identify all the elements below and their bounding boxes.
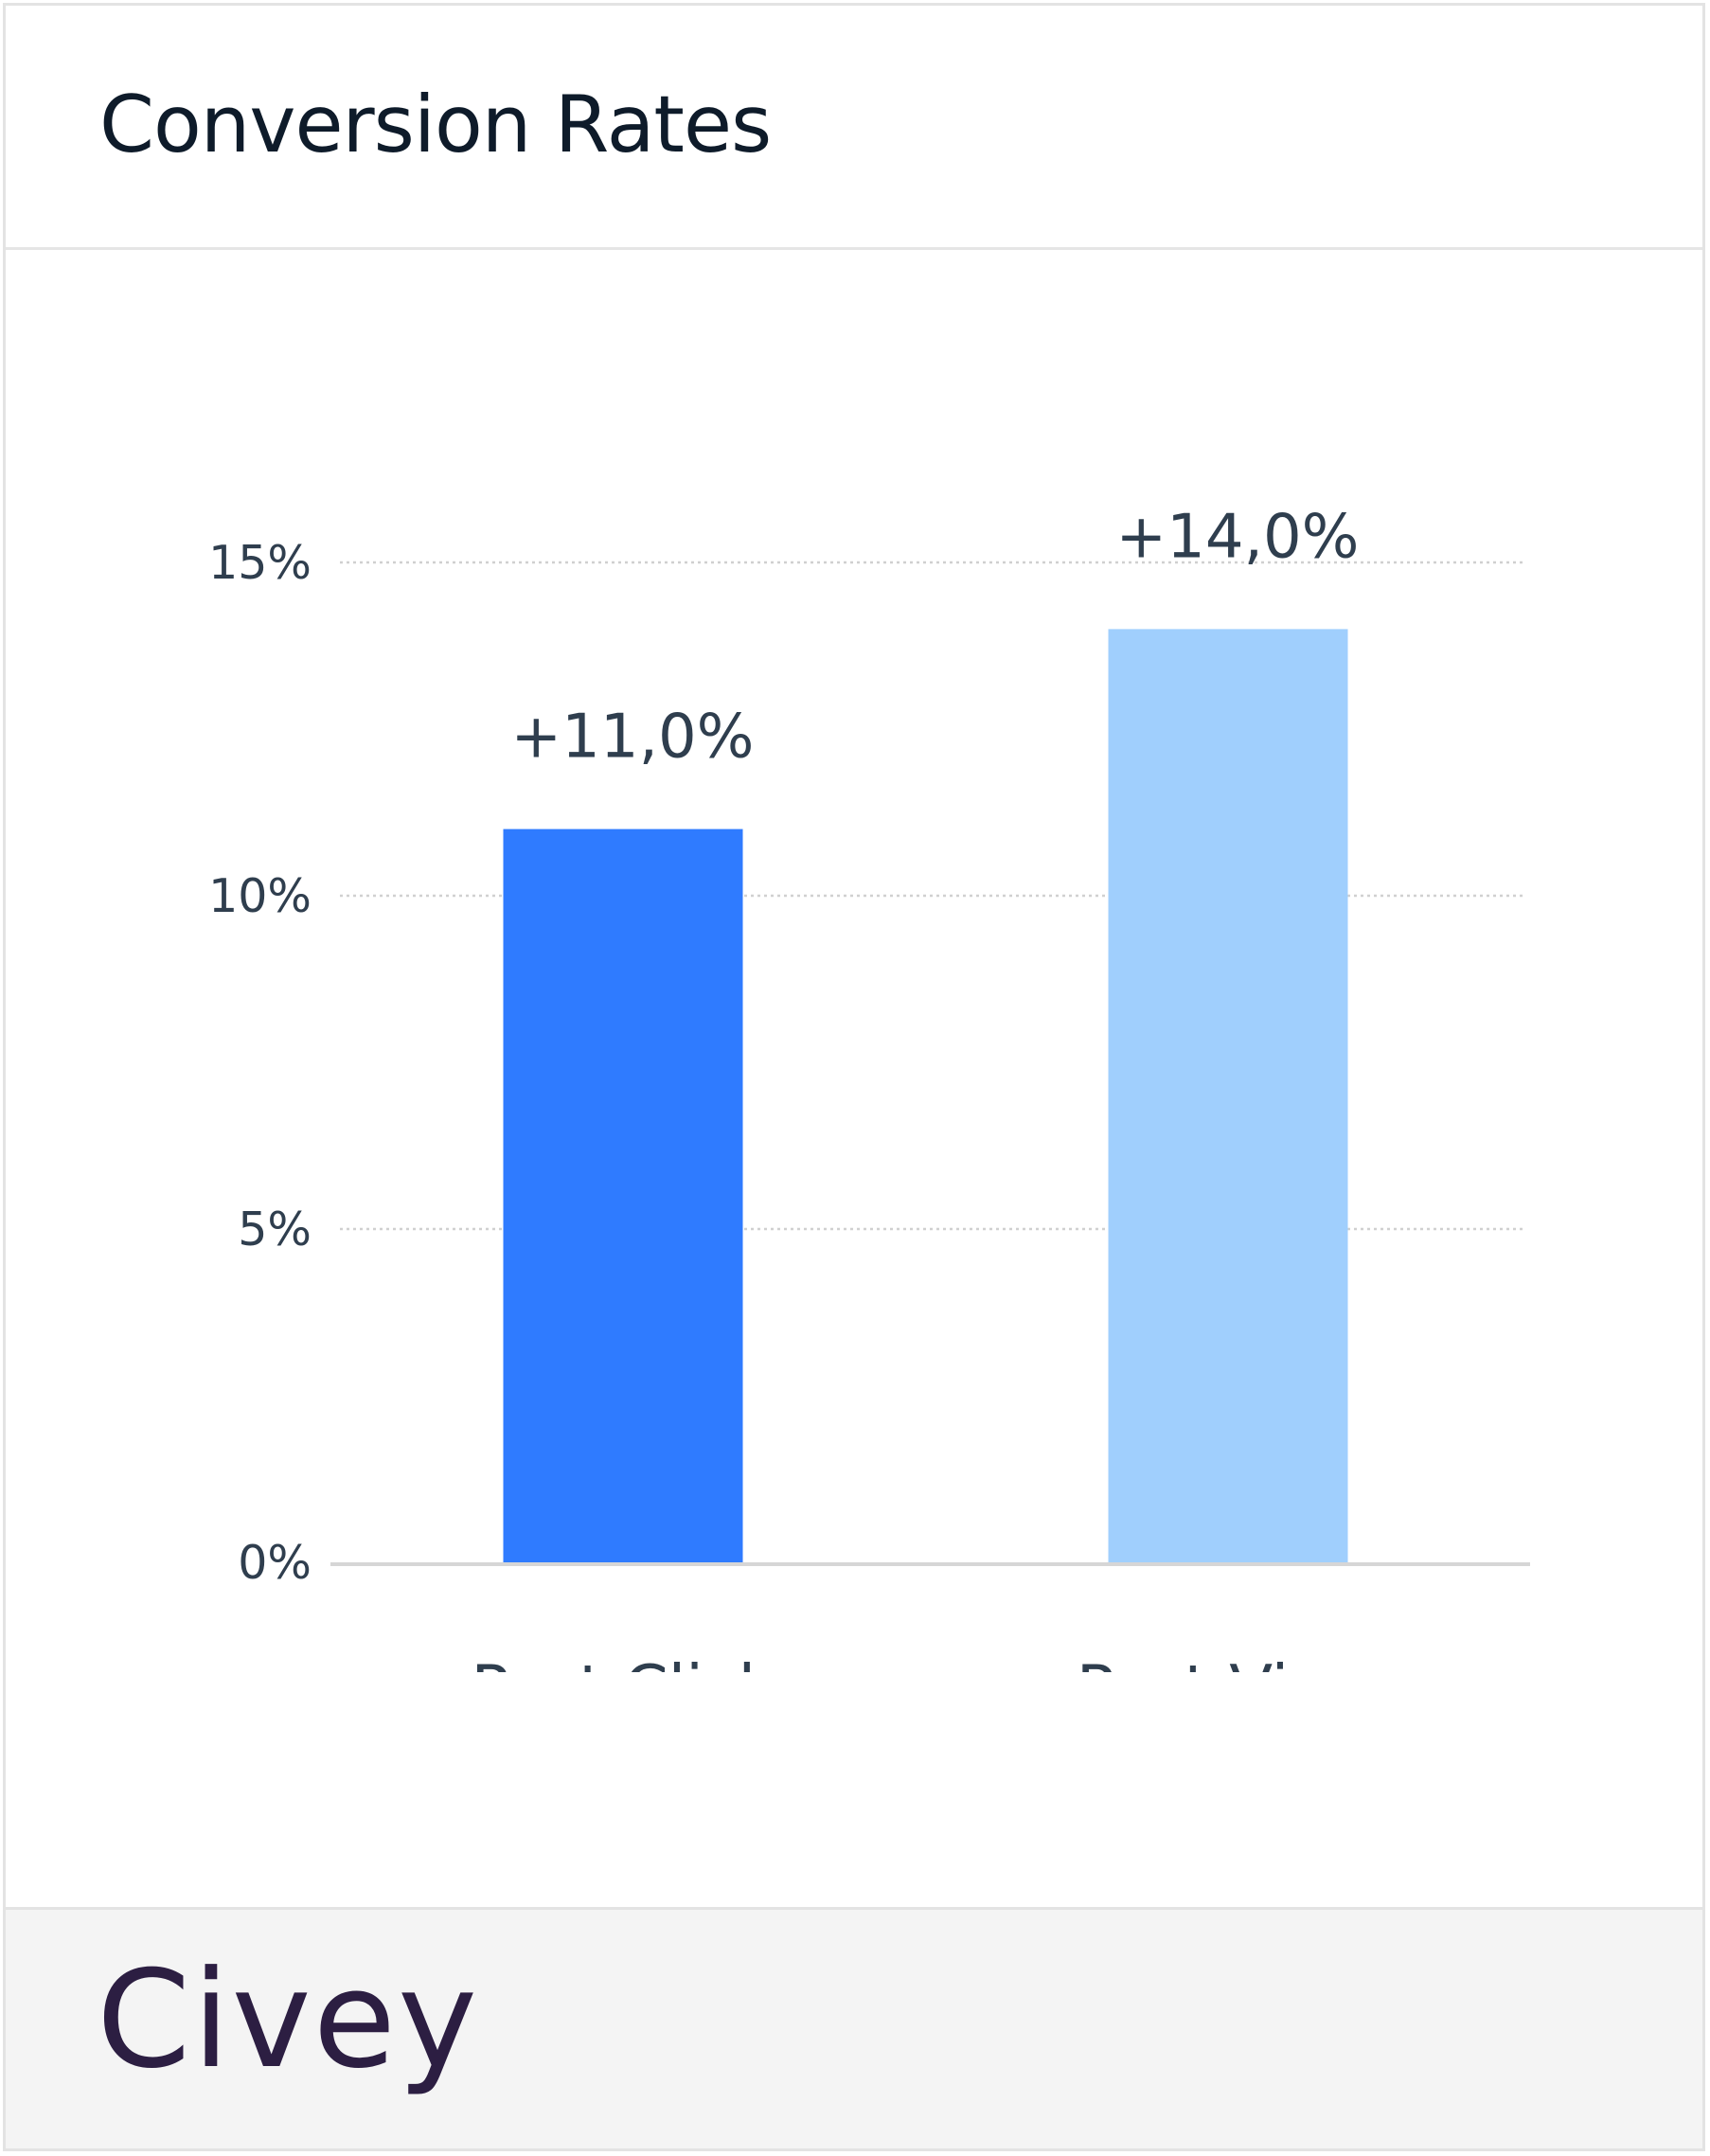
y-tick-label: 10% bbox=[208, 869, 312, 923]
y-tick-label: 15% bbox=[208, 536, 312, 590]
chart-title: Conversion Rates bbox=[99, 79, 772, 170]
bar bbox=[503, 829, 743, 1562]
chart-card: Conversion Rates 0% 5% 10% 15% +11,0% +14,0%… bbox=[3, 3, 1705, 2151]
y-tick-label: 5% bbox=[238, 1203, 312, 1256]
data-label: +11,0% bbox=[511, 703, 755, 773]
card-footer: Civey bbox=[6, 1907, 1702, 2148]
category-labels: Post ClickConversionPost ViewConversion bbox=[471, 1651, 1380, 1672]
brand-logo: Civey bbox=[97, 1942, 480, 2098]
data-label: +14,0% bbox=[1116, 502, 1360, 572]
bar bbox=[1108, 629, 1348, 1562]
bars bbox=[503, 629, 1348, 1562]
y-tick-label: 0% bbox=[238, 1536, 312, 1590]
x-category-label: Post View bbox=[1077, 1651, 1380, 1672]
y-axis-ticks: 0% 5% 10% 15% bbox=[208, 536, 312, 1590]
value-labels: +11,0% +14,0% bbox=[511, 502, 1360, 772]
x-category-label: Post Click bbox=[471, 1651, 775, 1672]
card-header: Conversion Rates bbox=[6, 6, 1702, 250]
bar-chart: 0% 5% 10% 15% +11,0% +14,0% Post ClickConver… bbox=[208, 502, 1530, 1672]
